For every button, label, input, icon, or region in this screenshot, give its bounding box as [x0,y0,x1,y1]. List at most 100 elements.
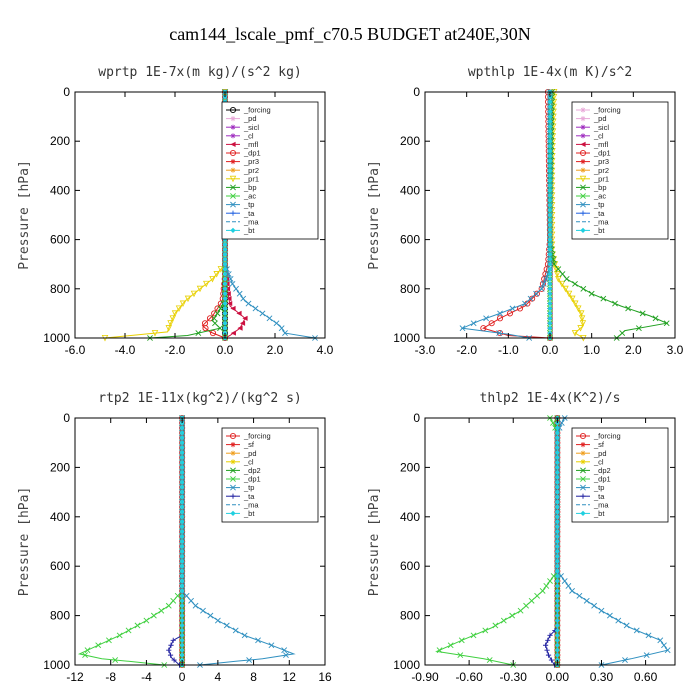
x-tick-label: -0.90 [411,670,439,684]
panel-title: rtp2 1E-11x(kg^2)/(kg^2 s) [98,391,302,406]
legend-box [571,427,669,523]
y-tick-label: 1000 [393,658,420,672]
x-tick-label: 2.0 [625,343,642,357]
series-pr1 [101,89,229,342]
legend-entry: _forcing [243,432,271,441]
legend-entry: _sicl [243,123,259,132]
legend-entry: _pr2 [593,166,609,175]
legend: _forcing_sf_pd_cl_dp2_dp1_tp_ta_ma_bt [571,427,669,523]
y-tick-label: 600 [50,559,70,573]
x-tick-label: -8 [105,670,116,684]
x-tick-label: -1.0 [498,343,519,357]
y-tick-label: 0 [413,85,420,99]
legend-entry: _pr2 [243,166,259,175]
panel-title: thlp2 1E-4x(K^2)/s [480,391,621,406]
series-line [104,92,226,339]
x-tick-label: 2.0 [267,343,284,357]
series-line [435,417,558,666]
y-tick-label: 0 [63,85,70,99]
x-tick-label: 0.0 [542,343,559,357]
y-tick-label: 800 [50,282,70,296]
legend-entry: _ma [243,500,259,509]
legend-entry: _mfl [593,140,609,149]
y-tick-label: 800 [50,609,70,623]
y-tick-label: 200 [50,134,70,148]
legend-entry: _pr3 [243,157,259,166]
x-tick-label: 4.0 [317,343,334,357]
legend-entry: _ma [593,500,609,509]
x-tick-label: -12 [66,670,84,684]
legend-entry: _dp1 [243,475,261,484]
legend-entry: _tp [593,200,604,209]
legend-entry: _ta [593,209,605,218]
chart-panels: wprtp 1E-7x(m kg)/(s^2 kg) Pressure [hPa]… [17,65,684,684]
legend-entry: _bp [243,183,257,192]
y-tick-label: 400 [50,183,70,197]
legend-entry: _pr3 [593,157,609,166]
series-bt [179,415,185,668]
y-tick-label: 1000 [393,331,420,345]
legend-entry: _pr1 [593,174,609,183]
legend-entry: _cl [243,457,254,466]
legend-entry: _pr1 [243,174,259,183]
series-dp1 [435,415,561,668]
y-tick-label: 0 [413,411,420,425]
figure-title: cam144_lscale_pmf_c70.5 BUDGET at240E,30… [169,24,531,44]
legend: _forcing_sf_pd_cl_dp2_dp1_tp_ta_ma_bt [221,427,319,523]
legend-entry: _ta [243,209,255,218]
y-tick-label: 0 [63,411,70,425]
y-tick-label: 400 [400,183,420,197]
x-tick-label: 12 [283,670,297,684]
legend-entry: _bp [593,183,607,192]
chart-panel-3: rtp2 1E-11x(kg^2)/(kg^2 s) Pressure [hPa]… [17,391,332,684]
legend-entry: _cl [243,131,254,140]
legend-entry: _pd [593,114,607,123]
legend-entry: _pd [243,449,257,458]
x-tick-label: 0 [179,670,186,684]
y-tick-label: 200 [400,460,420,474]
chart-panel-2: wpthlp 1E-4x(m K)/s^2 Pressure [hPa] -3.0 -… [367,65,684,357]
legend-entry: _forcing [593,106,621,115]
x-tick-label: -4.0 [115,343,136,357]
legend-entry: _tp [243,483,254,492]
plot-frame [424,417,676,666]
series-tp [179,415,296,668]
legend-entry: _forcing [243,106,271,115]
legend-entry: _tp [593,483,604,492]
legend-entry: _dp1 [243,149,261,158]
legend-entry: _dp1 [593,475,611,484]
series-line [482,91,551,339]
legend-entry: _ac [243,192,256,201]
chart-panel-1: wprtp 1E-7x(m kg)/(s^2 kg) Pressure [hPa]… [17,65,334,357]
legend-entry: _mfl [243,140,259,149]
y-tick-label: 1000 [43,331,70,345]
x-tick-label: 8 [250,670,257,684]
legend: _forcing_pd_sicl_cl_mfl_dp1_pr3_pr2_pr1_… [221,101,319,240]
chart-panel-4: thlp2 1E-4x(K^2)/s Pressure [hPa] -0.90 -0.… [367,391,676,684]
legend-entry: _forcing [593,432,621,441]
panel-title: wprtp 1E-7x(m kg)/(s^2 kg) [98,65,302,80]
legend-entry: _dp2 [593,466,611,475]
legend-entry: _bt [593,509,605,518]
legend-box [221,427,319,523]
legend-entry: _ma [243,217,259,226]
x-tick-label: 0.60 [634,670,658,684]
series-line [460,92,551,339]
y-tick-label: 1000 [43,658,70,672]
series-dp1 [480,88,554,342]
y-axis-label: Pressure [hPa] [17,160,32,270]
plot-frame [74,91,326,339]
legend-entry: _ac [593,192,606,201]
legend-entry: _ma [593,217,609,226]
series-bt [547,89,553,341]
legend-entry: _pd [243,114,257,123]
plot-frame [74,417,326,666]
x-tick-label: -4 [141,670,152,684]
legend-entry: _bt [243,226,255,235]
y-tick-label: 600 [400,233,420,247]
y-axis-label: Pressure [hPa] [367,487,382,597]
y-tick-label: 200 [400,134,420,148]
legend-entry: _sf [243,440,255,449]
legend-entry: _dp2 [243,466,261,475]
